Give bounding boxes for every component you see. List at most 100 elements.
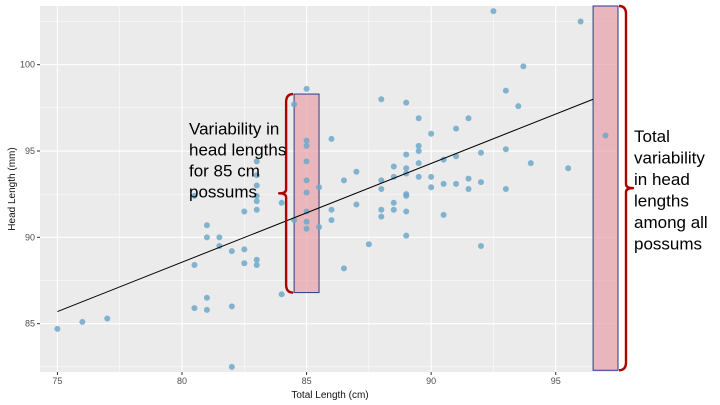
annotation-85cm-text-line: possums [189,182,257,201]
brace-total [618,4,635,372]
axes: 75 80 85 90 95 85 90 95 100 [20,60,561,386]
highlight-column-2 [592,5,619,371]
data-point [428,173,435,180]
fit-line-group [57,98,594,313]
data-point [253,256,260,263]
annotation-total: Total variability in head lengths among all p… [634,127,708,254]
data-point [203,306,210,313]
data-point [203,294,210,301]
data-point [365,241,372,248]
annotation-total-text: Total variability in head lengths among all p… [634,127,708,254]
y-axis-title: Head Length (mm) [7,147,18,230]
data-point [241,260,248,267]
data-point [378,206,385,213]
data-point [203,234,210,241]
data-point [415,160,422,167]
data-point [520,63,527,70]
data-point [428,184,435,191]
data-point [278,291,285,298]
data-point [191,192,198,199]
data-point [502,146,509,153]
data-point [602,132,609,139]
data-point [303,218,310,225]
data-point [415,115,422,122]
annotation-85cm-text-line: for 85 cm [189,161,260,180]
data-point [353,201,360,208]
y-tick-label: 85 [25,319,35,329]
data-point [328,217,335,224]
data-point [253,172,260,179]
x-tick-label: 95 [551,376,561,386]
data-point [453,153,460,160]
data-point [440,180,447,187]
braces [277,4,635,372]
data-point [477,179,484,186]
data-point [191,305,198,312]
data-point [465,175,472,182]
data-point [253,261,260,268]
data-point [453,180,460,187]
annotation-85cm-text: Variability in head lengths for 85 cm possu… [189,119,286,201]
data-point [228,303,235,310]
data-point [303,177,310,184]
annotation-total-text-line: in head [634,170,690,189]
annotation-total-text-line: Total [634,127,670,146]
data-point [253,158,260,165]
annotation-85cm: Variability in head lengths for 85 cm possu… [189,119,286,201]
y-tick-label: 100 [20,60,35,70]
data-point [216,234,223,241]
data-point [303,158,310,165]
highlight-columns [293,5,619,371]
data-point [415,148,422,155]
data-point [403,151,410,158]
x-axis-title: Total Length (cm) [291,390,368,401]
data-point [403,208,410,215]
data-point [440,211,447,218]
plot-panel [40,6,618,372]
data-point [453,125,460,132]
data-points [54,8,609,370]
data-point [54,325,61,332]
brace-85cm [277,92,294,294]
data-point [316,223,323,230]
data-point [303,137,310,144]
data-point [428,130,435,137]
data-point [378,177,385,184]
x-tick-label: 80 [177,376,187,386]
data-point [390,199,397,206]
data-point [378,213,385,220]
data-point [403,99,410,106]
data-point [403,191,410,198]
data-point [278,199,285,206]
annotation-total-text-line: lengths [634,192,689,211]
annotation-85cm-text-line: head lengths [189,140,286,159]
data-point [378,96,385,103]
data-point [515,103,522,110]
fit-line [57,98,594,313]
data-point [316,184,323,191]
x-tick-label: 75 [52,376,62,386]
data-point [79,318,86,325]
x-tick-label: 85 [302,376,312,386]
data-point [490,8,497,15]
data-point [502,186,509,192]
data-point [253,192,260,199]
y-tick-label: 95 [25,146,35,156]
data-point [415,173,422,180]
data-point [403,165,410,172]
y-tick-label: 90 [25,232,35,242]
data-point [303,85,310,92]
data-point [104,315,111,322]
data-point [390,206,397,213]
data-point [203,222,210,229]
data-point [303,225,310,232]
data-point [577,18,584,25]
data-point [477,149,484,156]
data-point [241,208,248,215]
data-point [465,115,472,122]
data-point [253,206,260,213]
data-point [253,182,260,189]
data-point [191,261,198,268]
data-point [390,163,397,170]
